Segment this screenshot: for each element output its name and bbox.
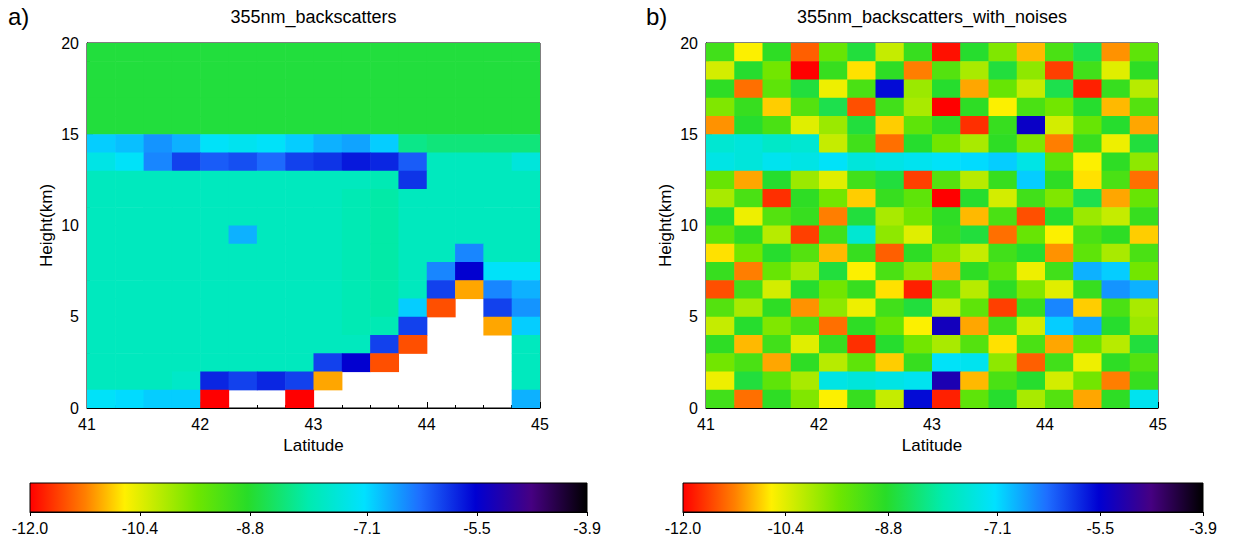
svg-text:-8.8: -8.8	[875, 520, 903, 537]
svg-text:10: 10	[61, 217, 79, 234]
svg-text:-10.4: -10.4	[122, 520, 159, 537]
svg-text:20: 20	[61, 35, 79, 52]
svg-text:-7.1: -7.1	[984, 520, 1012, 537]
svg-text:-3.9: -3.9	[1189, 520, 1217, 537]
svg-text:5: 5	[689, 308, 698, 325]
svg-text:Height(km): Height(km)	[656, 184, 675, 267]
svg-text:45: 45	[1149, 416, 1167, 433]
svg-text:-8.8: -8.8	[236, 520, 264, 537]
svg-text:-5.5: -5.5	[463, 520, 491, 537]
svg-text:-3.9: -3.9	[573, 520, 601, 537]
svg-text:45: 45	[531, 416, 549, 433]
svg-text:43: 43	[923, 416, 941, 433]
svg-text:Height(km): Height(km)	[37, 184, 56, 267]
svg-text:355nm_backscatters: 355nm_backscatters	[230, 7, 396, 28]
svg-text:-12.0: -12.0	[12, 520, 49, 537]
svg-text:-10.4: -10.4	[767, 520, 804, 537]
svg-text:-5.5: -5.5	[1086, 520, 1114, 537]
svg-text:355nm_backscatters_with_noises: 355nm_backscatters_with_noises	[797, 7, 1067, 28]
svg-text:15: 15	[680, 126, 698, 143]
svg-text:5: 5	[70, 308, 79, 325]
svg-text:Latitude: Latitude	[283, 436, 344, 455]
svg-text:-12.0: -12.0	[665, 520, 702, 537]
svg-text:10: 10	[680, 217, 698, 234]
svg-text:44: 44	[1036, 416, 1054, 433]
svg-text:b): b)	[646, 3, 667, 30]
svg-text:0: 0	[689, 400, 698, 417]
svg-text:43: 43	[305, 416, 323, 433]
svg-text:44: 44	[418, 416, 436, 433]
svg-text:15: 15	[61, 126, 79, 143]
svg-text:41: 41	[697, 416, 715, 433]
svg-text:Latitude: Latitude	[902, 436, 963, 455]
svg-text:41: 41	[78, 416, 96, 433]
svg-text:42: 42	[191, 416, 209, 433]
svg-text:42: 42	[810, 416, 828, 433]
svg-text:a): a)	[8, 3, 29, 30]
svg-text:0: 0	[70, 400, 79, 417]
svg-text:20: 20	[680, 35, 698, 52]
svg-text:-7.1: -7.1	[353, 520, 381, 537]
